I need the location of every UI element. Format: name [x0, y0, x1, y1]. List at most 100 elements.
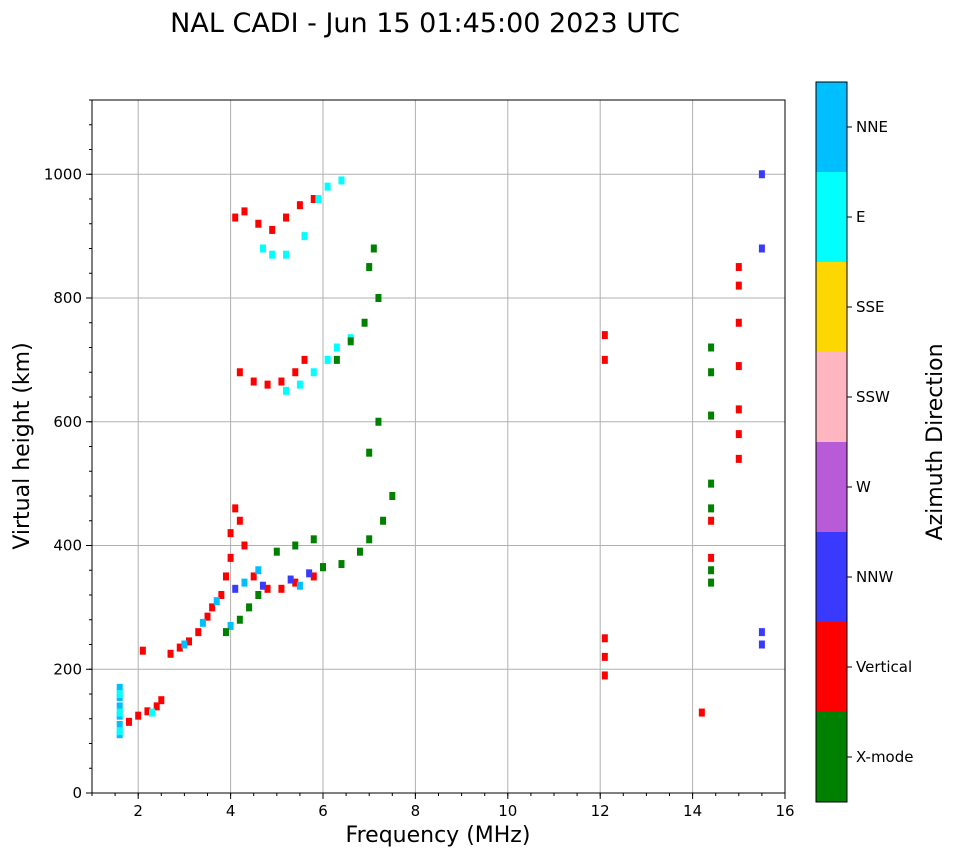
data-point: [186, 637, 193, 646]
data-point: [241, 207, 248, 216]
data-point: [296, 581, 303, 590]
data-point: [370, 244, 377, 253]
data-point: [269, 225, 276, 234]
data-point: [232, 584, 239, 593]
data-point: [292, 541, 299, 550]
data-point: [758, 170, 765, 179]
data-point: [310, 195, 317, 203]
y-tick-label: 800: [53, 289, 82, 307]
colorbar-segment: [816, 262, 847, 352]
colorbar-segment: [816, 622, 847, 712]
y-tick-label: 200: [53, 660, 82, 678]
data-point: [320, 563, 326, 572]
y-axis-ticks: 0 200 400 600 800 1000: [44, 99, 92, 802]
data-point: [698, 708, 705, 717]
data-point: [735, 405, 742, 414]
data-point: [601, 634, 608, 643]
data-point: [278, 584, 285, 593]
data-point: [708, 566, 715, 575]
data-point: [338, 176, 345, 185]
data-point: [144, 707, 151, 716]
data-point: [296, 380, 303, 389]
colorbar-segment: [816, 712, 847, 802]
data-point: [204, 612, 211, 621]
data-point: [264, 584, 271, 593]
colorbar-tick-label: NNW: [856, 568, 893, 586]
colorbar-label: Azimuth Direction: [923, 343, 948, 540]
data-point: [283, 213, 290, 222]
colorbar-segment: [816, 442, 847, 532]
data-point: [366, 263, 373, 272]
data-point: [116, 727, 123, 736]
data-point: [232, 213, 239, 222]
colorbar-tick-label: SSW: [856, 388, 890, 406]
data-point: [209, 603, 216, 612]
data-point: [232, 504, 239, 513]
azimuth-colorbar: X-mode Vertical NNW W SSW SSE E NNE: [815, 81, 913, 803]
colorbar-segment: [816, 82, 847, 172]
data-point: [315, 195, 322, 203]
colorbar-tick-label: E: [856, 208, 865, 226]
grid-lines: [92, 100, 785, 793]
data-point: [246, 603, 253, 612]
data-point: [380, 516, 387, 525]
data-point: [601, 355, 608, 364]
data-point: [310, 368, 317, 377]
chart-title: NAL CADI - Jun 15 01:45:00 2023 UTC: [170, 8, 680, 39]
data-point: [269, 250, 276, 259]
data-point: [735, 263, 742, 272]
data-point: [758, 244, 765, 253]
data-point: [255, 591, 262, 599]
data-point: [283, 250, 290, 259]
data-point: [139, 646, 146, 655]
y-tick-label: 0: [72, 784, 82, 802]
data-point: [241, 578, 248, 587]
data-point: [708, 479, 715, 488]
data-point: [356, 547, 363, 556]
data-point: [333, 343, 340, 352]
data-point: [250, 377, 257, 386]
data-point: [227, 529, 234, 538]
data-point: [708, 343, 715, 352]
data-point: [195, 628, 202, 637]
data-point: [296, 201, 303, 210]
data-point: [116, 702, 123, 711]
data-point: [222, 628, 229, 637]
data-point: [250, 572, 257, 581]
colorbar-tick-label: SSE: [856, 298, 885, 316]
data-point: [273, 547, 280, 556]
data-point: [116, 708, 123, 717]
data-point: [361, 318, 368, 327]
data-points: [116, 170, 765, 739]
data-point: [236, 368, 243, 377]
data-point: [324, 355, 331, 364]
data-point: [735, 318, 742, 327]
data-point: [135, 711, 142, 720]
data-point: [278, 377, 285, 386]
data-point: [601, 671, 608, 680]
data-point: [222, 572, 229, 581]
data-point: [366, 535, 373, 544]
x-tick-label: 10: [498, 802, 517, 820]
data-point: [708, 504, 715, 513]
y-tick-label: 600: [53, 413, 82, 431]
data-point: [199, 618, 206, 627]
data-point: [758, 640, 765, 649]
data-point: [116, 720, 123, 729]
data-point: [167, 649, 174, 658]
data-point: [708, 578, 715, 587]
data-point: [758, 628, 765, 637]
data-point: [708, 516, 715, 525]
data-point: [241, 541, 248, 550]
data-point: [338, 560, 345, 569]
x-tick-label: 16: [775, 802, 794, 820]
data-point: [149, 708, 156, 717]
data-point: [292, 368, 299, 377]
data-point: [601, 331, 608, 340]
x-tick-label: 2: [133, 802, 143, 820]
data-point: [735, 430, 742, 439]
colorbar-frame: [815, 81, 848, 803]
data-point: [735, 362, 742, 371]
data-point: [181, 640, 188, 649]
